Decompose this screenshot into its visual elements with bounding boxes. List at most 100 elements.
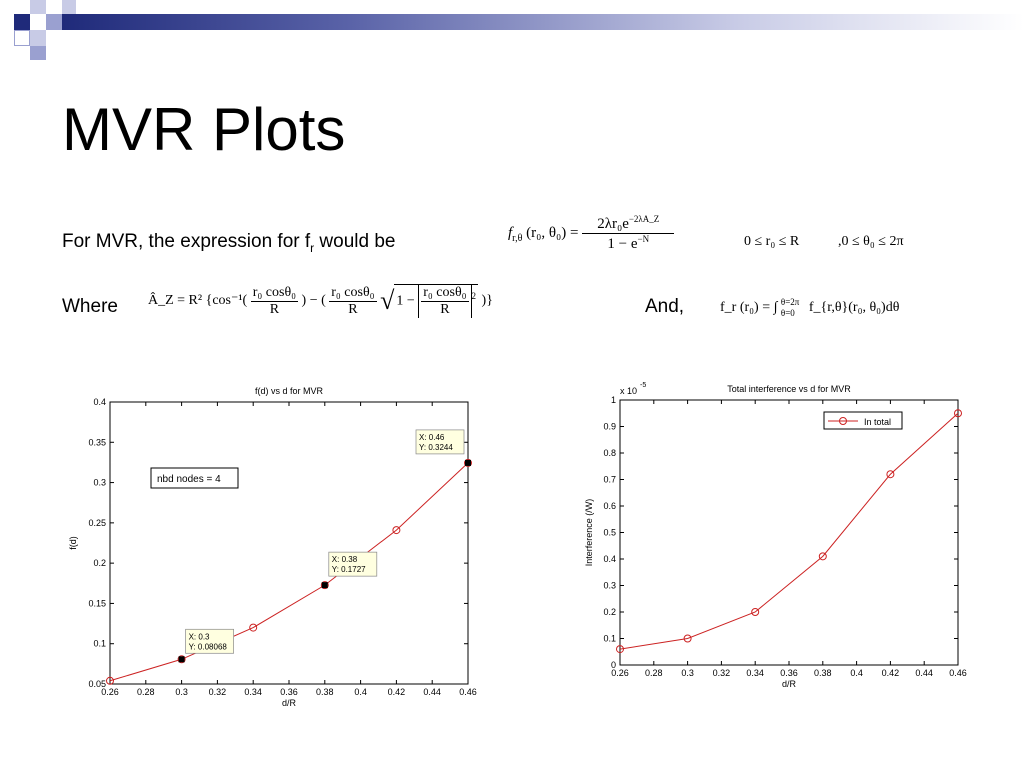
y-tick-label: 0.05 bbox=[88, 679, 106, 689]
intro-sub: r bbox=[310, 240, 315, 255]
y-tick-label: 0.2 bbox=[93, 558, 106, 568]
x-tick-label: 0.46 bbox=[459, 687, 477, 697]
f-eq-denominator: 1 − e−N bbox=[582, 234, 674, 253]
x-tick-label: 0.46 bbox=[949, 668, 967, 678]
datatip-box bbox=[415, 429, 465, 455]
sqrt-prefix: 1 − bbox=[396, 293, 415, 309]
az-mid: ) − ( bbox=[301, 293, 326, 309]
intro-suffix: would be bbox=[314, 231, 396, 252]
fr-equation: f_r (r₀) = ∫ θ=2π θ=0 f_{r,θ}(r₀, θ₀)dθ bbox=[720, 297, 899, 319]
datatip-box bbox=[328, 551, 378, 577]
x-tick-label: 0.32 bbox=[209, 687, 227, 697]
x-axis-label: d/R bbox=[782, 679, 797, 689]
f-eq-numerator: 2λr₀e−2λA_Z bbox=[582, 214, 675, 234]
series-line bbox=[619, 412, 959, 650]
range-theta: ,0 ≤ θ₀ ≤ 2π bbox=[838, 234, 904, 249]
y-tick-label: 0.1 bbox=[603, 634, 616, 644]
datatip-y: Y: 0.3244 bbox=[419, 443, 453, 452]
plot-area bbox=[109, 401, 469, 685]
az-frac-1-den: R bbox=[269, 301, 280, 317]
datatip-y: Y: 0.1727 bbox=[332, 565, 366, 574]
az-tail: )} bbox=[481, 293, 493, 309]
chart-fd: f(d) vs d for MVR 0.26 0.28 0.3 0.32 0.34 0.36… bbox=[68, 386, 477, 708]
fr-rhs: f_{r,θ}(r₀, θ₀)dθ bbox=[808, 300, 900, 316]
az-frac-2: r₀ cosθ₀ R bbox=[329, 285, 377, 318]
x-tick-label: 0.26 bbox=[611, 668, 629, 678]
f-equation: fr,θ (r₀, θ₀) = 2λr₀e−2λA_Z 1 − e−N bbox=[508, 214, 675, 253]
x-tick-label: 0.26 bbox=[101, 687, 119, 697]
x-tick-label: 0.34 bbox=[746, 668, 764, 678]
intro-text: For MVR, the expression for fr would be bbox=[62, 231, 396, 255]
scale-exponent: -5 bbox=[640, 382, 646, 389]
data-point bbox=[249, 623, 258, 632]
y-tick-label: 0.25 bbox=[88, 518, 106, 528]
az-equation: Â_Z = R² {cos⁻¹( r₀ cosθ₀ R ) − ( r₀ cos… bbox=[148, 284, 493, 318]
x-tick-label: 0.42 bbox=[388, 687, 406, 697]
legend-marker bbox=[839, 417, 847, 425]
datatip-x: X: 0.3 bbox=[189, 632, 210, 641]
x-axis-label: d/R bbox=[282, 698, 297, 708]
y-tick-label: 0.35 bbox=[88, 437, 106, 447]
logo-square bbox=[14, 14, 30, 30]
az-lhs: Â_Z = R² {cos⁻¹( bbox=[148, 293, 248, 309]
x-tick-label: 0.38 bbox=[316, 687, 334, 697]
y-tick-label: 1 bbox=[611, 395, 616, 405]
az-frac-1: r₀ cosθ₀ R bbox=[250, 284, 299, 318]
y-tick-label: 0.9 bbox=[603, 422, 616, 432]
logo-square bbox=[46, 14, 62, 30]
data-point bbox=[464, 458, 472, 467]
annotation-box bbox=[150, 467, 239, 489]
y-axis-label: Interference (/W) bbox=[584, 499, 594, 567]
datatip-x: X: 0.46 bbox=[419, 433, 445, 442]
sqrt-body: 1 − r₀ cosθ₀ R 2 bbox=[394, 284, 479, 318]
x-tick-label: 0.28 bbox=[137, 687, 155, 697]
az-frac-3-num: r₀ cosθ₀ bbox=[421, 285, 469, 302]
y-tick-label: 0.5 bbox=[603, 528, 616, 538]
x-tick-label: 0.38 bbox=[814, 668, 832, 678]
where-label: Where bbox=[62, 296, 118, 317]
f-eq-lhs-args: (r₀, θ₀) = bbox=[526, 224, 579, 241]
y-tick-label: 0.3 bbox=[603, 581, 616, 591]
az-frac-3: r₀ cosθ₀ R bbox=[421, 285, 469, 318]
y-tick-label: 0.4 bbox=[603, 554, 616, 564]
annotation-text: nbd nodes = 4 bbox=[157, 474, 221, 485]
x-tick-label: 0.32 bbox=[713, 668, 731, 678]
chart-title: Total interference vs d for MVR bbox=[727, 384, 851, 394]
x-tick-label: 0.34 bbox=[244, 687, 262, 697]
y-tick-label: 0.8 bbox=[603, 448, 616, 458]
y-tick-label: 0.2 bbox=[603, 607, 616, 617]
f-eq-den-exp: −N bbox=[637, 234, 650, 244]
data-point bbox=[616, 645, 624, 654]
data-point bbox=[818, 552, 827, 561]
data-point bbox=[177, 655, 186, 664]
datatip-marker bbox=[465, 459, 471, 466]
f-eq-num-text: 2λr₀e bbox=[597, 216, 629, 232]
f-eq-fraction: 2λr₀e−2λA_Z 1 − e−N bbox=[582, 214, 675, 253]
az-frac-1-num: r₀ cosθ₀ bbox=[250, 284, 299, 302]
y-tick-label: 0.4 bbox=[93, 397, 106, 407]
intro-prefix: For MVR, the expression for f bbox=[62, 231, 311, 252]
data-point bbox=[106, 676, 114, 685]
logo-square bbox=[62, 0, 76, 14]
x-tick-label: 0.4 bbox=[354, 687, 367, 697]
fr-upper: θ=2π bbox=[780, 297, 800, 307]
data-point bbox=[751, 608, 760, 616]
x-tick-label: 0.3 bbox=[175, 687, 188, 697]
f-eq-lhs-sub: r,θ bbox=[512, 232, 523, 244]
data-point bbox=[886, 470, 895, 479]
range-r: 0 ≤ r₀ ≤ R bbox=[744, 234, 800, 249]
header-gradient-bar bbox=[62, 14, 1024, 30]
abs-open: r₀ cosθ₀ R bbox=[418, 285, 472, 318]
datatip-marker bbox=[178, 656, 185, 663]
fr-lower: θ=0 bbox=[780, 308, 795, 318]
fr-limits: θ=2π θ=0 bbox=[781, 297, 799, 319]
f-eq-den-text: 1 − e bbox=[607, 236, 638, 252]
and-label: And, bbox=[645, 296, 685, 317]
sqrt-symbol: √ bbox=[380, 286, 395, 315]
x-tick-label: 0.42 bbox=[882, 668, 900, 678]
y-tick-label: 0.3 bbox=[93, 478, 106, 488]
x-tick-label: 0.4 bbox=[850, 668, 863, 678]
logo-square bbox=[30, 46, 46, 60]
x-tick-label: 0.44 bbox=[915, 668, 933, 678]
x-tick-label: 0.28 bbox=[645, 668, 663, 678]
